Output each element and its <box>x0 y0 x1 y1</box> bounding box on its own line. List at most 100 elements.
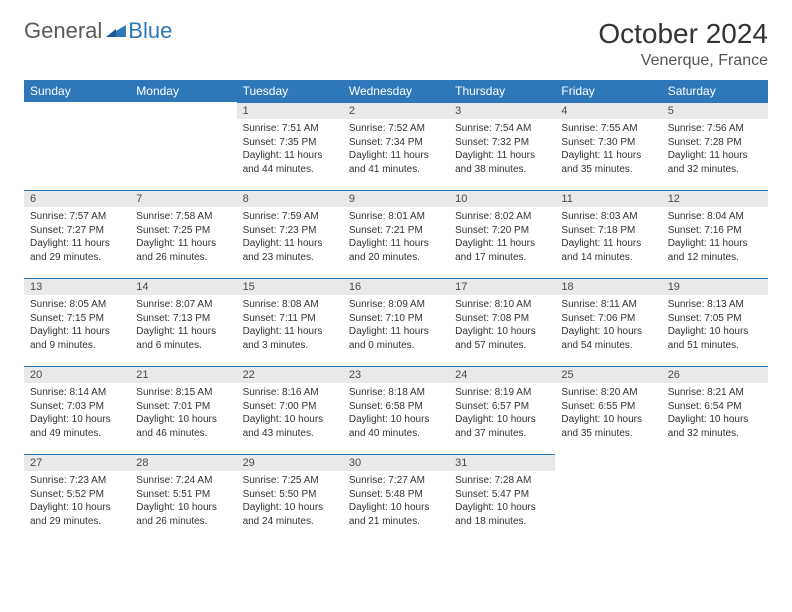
day-body: Sunrise: 8:03 AMSunset: 7:18 PMDaylight:… <box>555 207 661 270</box>
sunrise-text: Sunrise: 7:25 AM <box>243 474 337 488</box>
daylight-text: Daylight: 10 hours and 40 minutes. <box>349 413 443 440</box>
sunset-text: Sunset: 6:58 PM <box>349 400 443 414</box>
sunset-text: Sunset: 7:34 PM <box>349 136 443 150</box>
day-number: 6 <box>24 190 130 207</box>
sunset-text: Sunset: 7:18 PM <box>561 224 655 238</box>
sunset-text: Sunset: 7:03 PM <box>30 400 124 414</box>
calendar-week-row: 1Sunrise: 7:51 AMSunset: 7:35 PMDaylight… <box>24 102 768 190</box>
day-body: Sunrise: 8:02 AMSunset: 7:20 PMDaylight:… <box>449 207 555 270</box>
day-body: Sunrise: 7:57 AMSunset: 7:27 PMDaylight:… <box>24 207 130 270</box>
calendar-day-cell: 14Sunrise: 8:07 AMSunset: 7:13 PMDayligh… <box>130 278 236 366</box>
sunset-text: Sunset: 7:15 PM <box>30 312 124 326</box>
sunset-text: Sunset: 7:30 PM <box>561 136 655 150</box>
weekday-header: Monday <box>130 80 236 102</box>
sunset-text: Sunset: 7:21 PM <box>349 224 443 238</box>
weekday-header: Wednesday <box>343 80 449 102</box>
day-body: Sunrise: 7:51 AMSunset: 7:35 PMDaylight:… <box>237 119 343 182</box>
day-body: Sunrise: 7:52 AMSunset: 7:34 PMDaylight:… <box>343 119 449 182</box>
day-body: Sunrise: 8:04 AMSunset: 7:16 PMDaylight:… <box>662 207 768 270</box>
calendar-day-cell: 26Sunrise: 8:21 AMSunset: 6:54 PMDayligh… <box>662 366 768 454</box>
daylight-text: Daylight: 10 hours and 26 minutes. <box>136 501 230 528</box>
day-body: Sunrise: 8:15 AMSunset: 7:01 PMDaylight:… <box>130 383 236 446</box>
sunrise-text: Sunrise: 8:18 AM <box>349 386 443 400</box>
sunrise-text: Sunrise: 7:28 AM <box>455 474 549 488</box>
sunset-text: Sunset: 5:47 PM <box>455 488 549 502</box>
daylight-text: Daylight: 11 hours and 6 minutes. <box>136 325 230 352</box>
day-number: 2 <box>343 102 449 119</box>
calendar-day-cell: 23Sunrise: 8:18 AMSunset: 6:58 PMDayligh… <box>343 366 449 454</box>
daylight-text: Daylight: 11 hours and 12 minutes. <box>668 237 762 264</box>
calendar-day-cell: 10Sunrise: 8:02 AMSunset: 7:20 PMDayligh… <box>449 190 555 278</box>
daylight-text: Daylight: 11 hours and 23 minutes. <box>243 237 337 264</box>
day-body: Sunrise: 8:07 AMSunset: 7:13 PMDaylight:… <box>130 295 236 358</box>
day-body: Sunrise: 8:09 AMSunset: 7:10 PMDaylight:… <box>343 295 449 358</box>
calendar-day-cell: 1Sunrise: 7:51 AMSunset: 7:35 PMDaylight… <box>237 102 343 190</box>
sunset-text: Sunset: 7:06 PM <box>561 312 655 326</box>
sunrise-text: Sunrise: 7:51 AM <box>243 122 337 136</box>
calendar-table: Sunday Monday Tuesday Wednesday Thursday… <box>24 80 768 542</box>
day-body: Sunrise: 8:19 AMSunset: 6:57 PMDaylight:… <box>449 383 555 446</box>
day-number: 17 <box>449 278 555 295</box>
day-body: Sunrise: 7:54 AMSunset: 7:32 PMDaylight:… <box>449 119 555 182</box>
calendar-day-cell: 15Sunrise: 8:08 AMSunset: 7:11 PMDayligh… <box>237 278 343 366</box>
day-body: Sunrise: 7:23 AMSunset: 5:52 PMDaylight:… <box>24 471 130 534</box>
weekday-header: Tuesday <box>237 80 343 102</box>
location-label: Venerque, France <box>598 52 768 70</box>
sunrise-text: Sunrise: 7:54 AM <box>455 122 549 136</box>
day-number: 28 <box>130 454 236 471</box>
calendar-day-cell: 8Sunrise: 7:59 AMSunset: 7:23 PMDaylight… <box>237 190 343 278</box>
day-body: Sunrise: 8:01 AMSunset: 7:21 PMDaylight:… <box>343 207 449 270</box>
day-body: Sunrise: 8:14 AMSunset: 7:03 PMDaylight:… <box>24 383 130 446</box>
day-body: Sunrise: 7:59 AMSunset: 7:23 PMDaylight:… <box>237 207 343 270</box>
day-number: 31 <box>449 454 555 471</box>
calendar-day-cell: 22Sunrise: 8:16 AMSunset: 7:00 PMDayligh… <box>237 366 343 454</box>
sunset-text: Sunset: 6:54 PM <box>668 400 762 414</box>
calendar-day-cell: 5Sunrise: 7:56 AMSunset: 7:28 PMDaylight… <box>662 102 768 190</box>
sunrise-text: Sunrise: 8:08 AM <box>243 298 337 312</box>
day-body: Sunrise: 7:25 AMSunset: 5:50 PMDaylight:… <box>237 471 343 534</box>
sunrise-text: Sunrise: 7:55 AM <box>561 122 655 136</box>
calendar-day-cell: 28 Sunrise: 7:24 AMSunset: 5:51 PMDayligh… <box>130 454 236 542</box>
sunrise-text: Sunrise: 7:23 AM <box>30 474 124 488</box>
brand-part1: General <box>24 18 102 44</box>
weekday-header: Sunday <box>24 80 130 102</box>
sunrise-text: Sunrise: 8:03 AM <box>561 210 655 224</box>
daylight-text: Daylight: 11 hours and 29 minutes. <box>30 237 124 264</box>
sunset-text: Sunset: 7:16 PM <box>668 224 762 238</box>
day-body: Sunrise: 7:28 AMSunset: 5:47 PMDaylight:… <box>449 471 555 534</box>
daylight-text: Daylight: 11 hours and 9 minutes. <box>30 325 124 352</box>
day-number: 8 <box>237 190 343 207</box>
daylight-text: Daylight: 10 hours and 24 minutes. <box>243 501 337 528</box>
day-number: 10 <box>449 190 555 207</box>
sunrise-text: Sunrise: 7:59 AM <box>243 210 337 224</box>
calendar-week-row: 13Sunrise: 8:05 AMSunset: 7:15 PMDayligh… <box>24 278 768 366</box>
daylight-text: Daylight: 11 hours and 41 minutes. <box>349 149 443 176</box>
day-body: Sunrise: 8:21 AMSunset: 6:54 PMDaylight:… <box>662 383 768 446</box>
daylight-text: Daylight: 11 hours and 17 minutes. <box>455 237 549 264</box>
daylight-text: Daylight: 10 hours and 57 minutes. <box>455 325 549 352</box>
daylight-text: Daylight: 10 hours and 35 minutes. <box>561 413 655 440</box>
page-header: General Blue October 2024 Venerque, Fran… <box>24 18 768 70</box>
brand-logo: General Blue <box>24 18 172 44</box>
sunset-text: Sunset: 7:10 PM <box>349 312 443 326</box>
day-body: Sunrise: 7:27 AMSunset: 5:48 PMDaylight:… <box>343 471 449 534</box>
weekday-header: Thursday <box>449 80 555 102</box>
day-body: Sunrise: 7:55 AMSunset: 7:30 PMDaylight:… <box>555 119 661 182</box>
day-number: 30 <box>343 454 449 471</box>
brand-part2: Blue <box>128 18 172 44</box>
day-number: 22 <box>237 366 343 383</box>
title-block: October 2024 Venerque, France <box>598 18 768 70</box>
calendar-day-cell: 24Sunrise: 8:19 AMSunset: 6:57 PMDayligh… <box>449 366 555 454</box>
daylight-text: Daylight: 11 hours and 32 minutes. <box>668 149 762 176</box>
calendar-day-cell: 29Sunrise: 7:25 AMSunset: 5:50 PMDayligh… <box>237 454 343 542</box>
day-number: 5 <box>662 102 768 119</box>
sunset-text: Sunset: 7:08 PM <box>455 312 549 326</box>
sunrise-text: Sunrise: 8:15 AM <box>136 386 230 400</box>
sunset-text: Sunset: 5:50 PM <box>243 488 337 502</box>
month-title: October 2024 <box>598 18 768 50</box>
sunrise-text: Sunrise: 7:24 AM <box>136 474 230 488</box>
sunset-text: Sunset: 5:51 PM <box>136 488 230 502</box>
calendar-week-row: 20Sunrise: 8:14 AMSunset: 7:03 PMDayligh… <box>24 366 768 454</box>
day-number: 13 <box>24 278 130 295</box>
calendar-day-cell: 19Sunrise: 8:13 AMSunset: 7:05 PMDayligh… <box>662 278 768 366</box>
